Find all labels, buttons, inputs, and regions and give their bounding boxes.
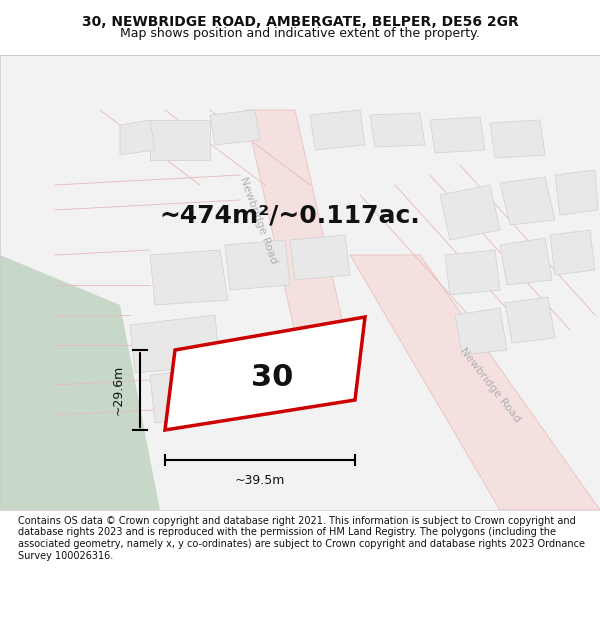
Polygon shape: [370, 113, 425, 147]
Text: ~474m²/~0.117ac.: ~474m²/~0.117ac.: [160, 203, 421, 227]
Polygon shape: [210, 110, 260, 145]
Polygon shape: [150, 367, 230, 423]
Text: 30, NEWBRIDGE ROAD, AMBERGATE, BELPER, DE56 2GR: 30, NEWBRIDGE ROAD, AMBERGATE, BELPER, D…: [82, 16, 518, 29]
Polygon shape: [500, 238, 552, 285]
Text: 30: 30: [251, 362, 293, 391]
Text: Newbridge Road: Newbridge Road: [238, 175, 278, 265]
Polygon shape: [440, 185, 500, 240]
Text: Newbridge Road: Newbridge Road: [458, 346, 522, 424]
Polygon shape: [505, 297, 555, 343]
Text: ~39.5m: ~39.5m: [235, 474, 285, 487]
Text: Contains OS data © Crown copyright and database right 2021. This information is : Contains OS data © Crown copyright and d…: [18, 516, 585, 561]
Polygon shape: [0, 55, 600, 510]
Polygon shape: [230, 357, 300, 405]
Polygon shape: [150, 250, 228, 305]
Polygon shape: [550, 230, 595, 275]
Polygon shape: [500, 177, 555, 225]
Polygon shape: [130, 315, 220, 373]
Polygon shape: [490, 120, 545, 158]
Polygon shape: [150, 120, 210, 160]
Text: ~29.6m: ~29.6m: [112, 365, 125, 415]
Polygon shape: [310, 110, 365, 150]
Polygon shape: [455, 308, 507, 355]
Polygon shape: [245, 110, 350, 355]
Polygon shape: [555, 170, 598, 215]
Polygon shape: [290, 235, 350, 280]
Polygon shape: [445, 250, 500, 295]
Polygon shape: [350, 255, 600, 510]
Polygon shape: [120, 120, 155, 155]
Polygon shape: [430, 117, 485, 153]
Polygon shape: [225, 240, 290, 290]
Polygon shape: [165, 317, 365, 430]
Text: Map shows position and indicative extent of the property.: Map shows position and indicative extent…: [120, 27, 480, 39]
Polygon shape: [0, 255, 160, 510]
